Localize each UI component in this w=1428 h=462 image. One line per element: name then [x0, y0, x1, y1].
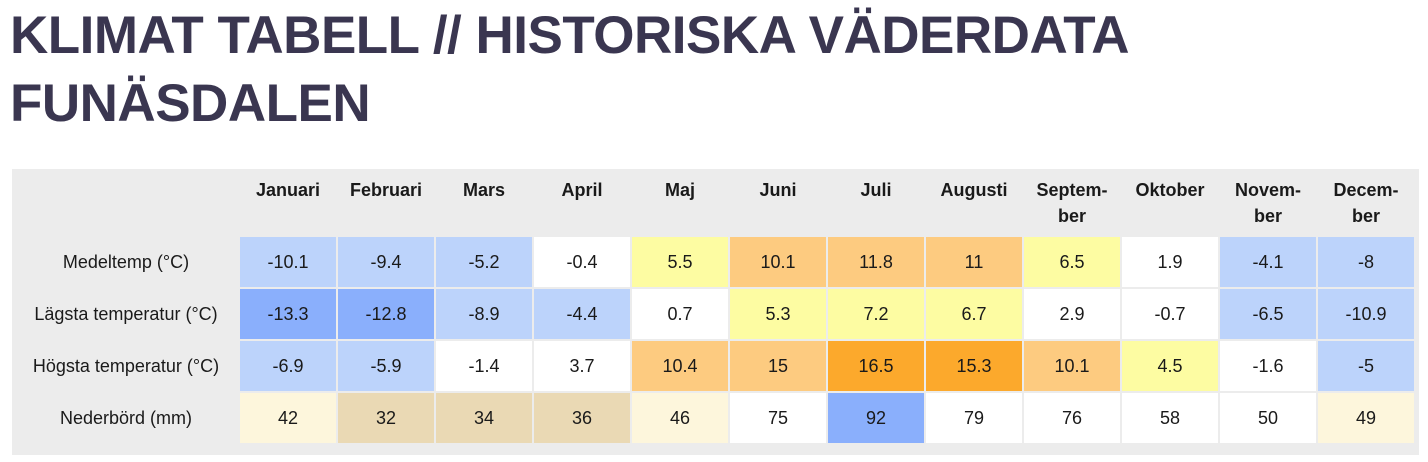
- month-header-juni: Juni: [730, 171, 826, 235]
- table-cell: 46: [632, 393, 728, 443]
- month-header-mars: Mars: [436, 171, 532, 235]
- table-cell: 1.9: [1122, 237, 1218, 287]
- table-cell: -0.4: [534, 237, 630, 287]
- table-cell: -0.7: [1122, 289, 1218, 339]
- table-cell: 2.9: [1024, 289, 1120, 339]
- climate-table: Januari Februari Mars April Maj Juni Jul…: [12, 169, 1416, 445]
- table-cell: 15.3: [926, 341, 1022, 391]
- month-header-oktober: Oktober: [1122, 171, 1218, 235]
- table-cell: 5.3: [730, 289, 826, 339]
- header-row: Januari Februari Mars April Maj Juni Jul…: [14, 171, 1414, 235]
- row-label: Högsta temperatur (°C): [14, 341, 238, 391]
- table-body: Medeltemp (°C) -10.1 -9.4 -5.2 -0.4 5.5 10.1 11…: [14, 237, 1414, 443]
- table-cell: 79: [926, 393, 1022, 443]
- row-label: Medeltemp (°C): [14, 237, 238, 287]
- table-cell: 58: [1122, 393, 1218, 443]
- table-cell: -4.4: [534, 289, 630, 339]
- table-cell: -5.9: [338, 341, 434, 391]
- climate-table-container: Januari Februari Mars April Maj Juni Jul…: [12, 169, 1419, 455]
- month-header-juli: Juli: [828, 171, 924, 235]
- table-cell: 11: [926, 237, 1022, 287]
- row-label: Nederbörd (mm): [14, 393, 238, 443]
- table-cell: 5.5: [632, 237, 728, 287]
- table-cell: 42: [240, 393, 336, 443]
- table-cell: 3.7: [534, 341, 630, 391]
- month-header-augusti: Augusti: [926, 171, 1022, 235]
- month-header-december: Decem-ber: [1318, 171, 1414, 235]
- table-cell: 36: [534, 393, 630, 443]
- table-cell: -6.5: [1220, 289, 1316, 339]
- table-cell: -10.1: [240, 237, 336, 287]
- table-cell: 75: [730, 393, 826, 443]
- table-cell: -4.1: [1220, 237, 1316, 287]
- table-row-lagsta-temperatur: Lägsta temperatur (°C) -13.3 -12.8 -8.9 -4.4…: [14, 289, 1414, 339]
- table-cell: 92: [828, 393, 924, 443]
- table-cell: 4.5: [1122, 341, 1218, 391]
- table-cell: 10.4: [632, 341, 728, 391]
- table-cell: 10.1: [1024, 341, 1120, 391]
- table-cell: -6.9: [240, 341, 336, 391]
- corner-cell: [14, 171, 238, 235]
- table-cell: -5: [1318, 341, 1414, 391]
- table-cell: 10.1: [730, 237, 826, 287]
- page-title: KLIMAT TABELL // HISTORISKA VÄDERDATA FU…: [10, 6, 1128, 133]
- table-cell: 6.5: [1024, 237, 1120, 287]
- table-cell: -12.8: [338, 289, 434, 339]
- month-header-februari: Februari: [338, 171, 434, 235]
- month-header-januari: Januari: [240, 171, 336, 235]
- table-cell: 0.7: [632, 289, 728, 339]
- table-cell: 50: [1220, 393, 1316, 443]
- table-cell: -1.6: [1220, 341, 1316, 391]
- table-cell: 49: [1318, 393, 1414, 443]
- table-row-hogsta-temperatur: Högsta temperatur (°C) -6.9 -5.9 -1.4 3.7 10.…: [14, 341, 1414, 391]
- table-row-medeltemp: Medeltemp (°C) -10.1 -9.4 -5.2 -0.4 5.5 10.1 11…: [14, 237, 1414, 287]
- table-cell: 6.7: [926, 289, 1022, 339]
- table-cell: 34: [436, 393, 532, 443]
- table-cell: 7.2: [828, 289, 924, 339]
- table-cell: -1.4: [436, 341, 532, 391]
- table-cell: -10.9: [1318, 289, 1414, 339]
- table-cell: 15: [730, 341, 826, 391]
- month-header-september: Septem-ber: [1024, 171, 1120, 235]
- month-header-maj: Maj: [632, 171, 728, 235]
- table-cell: -9.4: [338, 237, 434, 287]
- month-header-april: April: [534, 171, 630, 235]
- table-cell: 11.8: [828, 237, 924, 287]
- table-cell: 16.5: [828, 341, 924, 391]
- table-cell: 76: [1024, 393, 1120, 443]
- month-header-november: Novem-ber: [1220, 171, 1316, 235]
- table-cell: -8.9: [436, 289, 532, 339]
- table-cell: -5.2: [436, 237, 532, 287]
- table-cell: -13.3: [240, 289, 336, 339]
- row-label: Lägsta temperatur (°C): [14, 289, 238, 339]
- table-cell: 32: [338, 393, 434, 443]
- table-row-nederbord: Nederbörd (mm) 42 32 34 36 46 75 92 79 76 58 50 49: [14, 393, 1414, 443]
- table-cell: -8: [1318, 237, 1414, 287]
